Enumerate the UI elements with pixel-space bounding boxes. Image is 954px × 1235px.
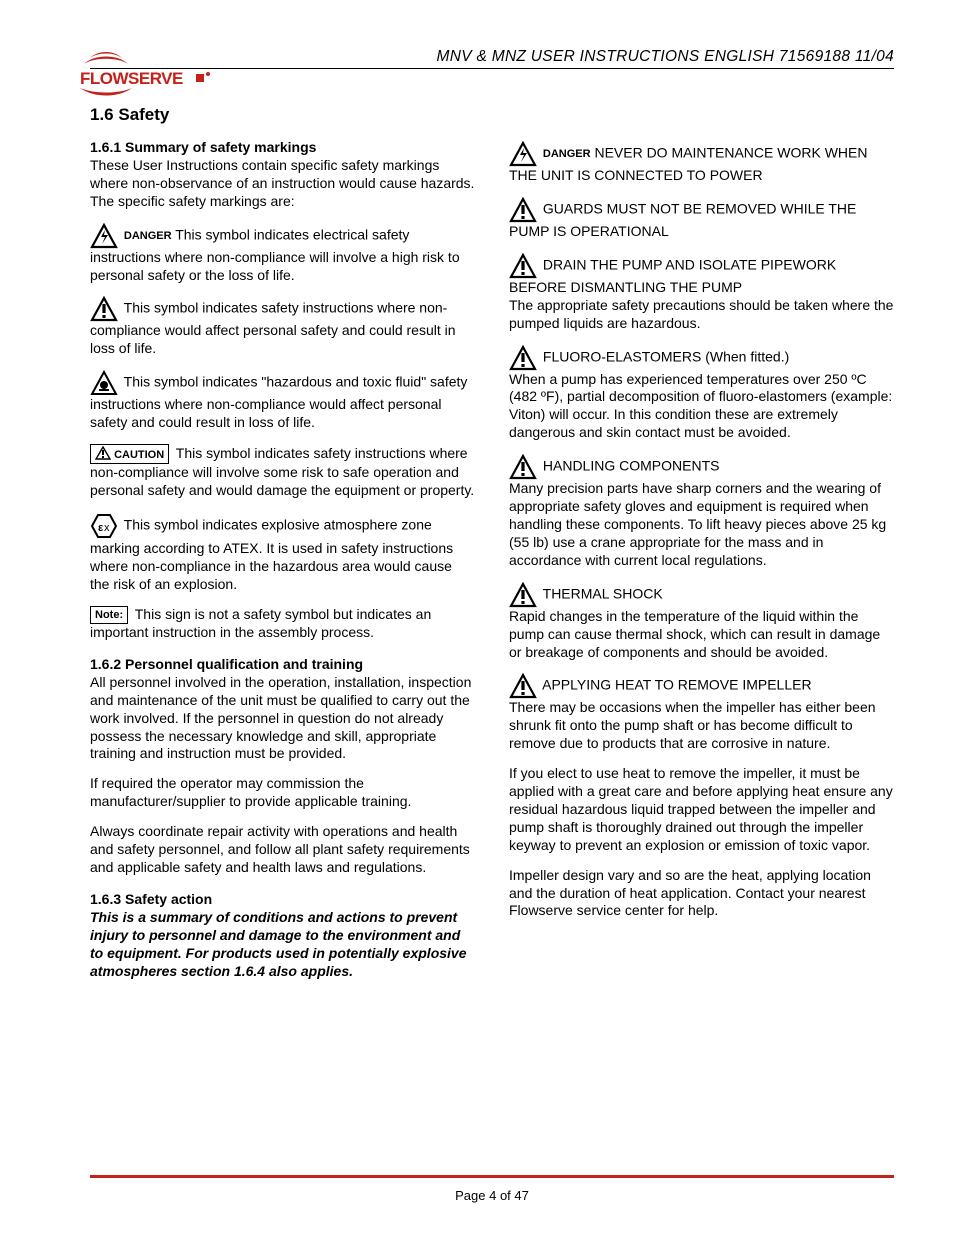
content-columns: 1.6.1 Summary of safety markings These U… xyxy=(90,135,894,992)
heading-1-6-3: 1.6.3 Safety action xyxy=(90,891,475,909)
para-163: This is a summary of conditions and acti… xyxy=(90,909,475,981)
flowserve-logo: FLOWSERVE xyxy=(80,52,220,101)
para-162a: All personnel involved in the operation,… xyxy=(90,674,475,764)
atex-symbol-text: This symbol indicates explosive atmosphe… xyxy=(90,517,453,592)
warning-icon xyxy=(509,582,537,608)
para-162b: If required the operator may commission … xyxy=(90,775,475,811)
warning-icon xyxy=(509,454,537,480)
warning-icon xyxy=(509,345,537,371)
r7h-text: APPLYING HEAT TO REMOVE IMPELLER xyxy=(539,677,812,693)
para-r7a: There may be occasions when the impeller… xyxy=(509,699,894,753)
caution-box: CAUTION xyxy=(90,444,169,464)
para-warning-symbol: This symbol indicates safety instruction… xyxy=(90,296,475,358)
heading-1-6-1: 1.6.1 Summary of safety markings xyxy=(90,139,475,157)
atex-icon xyxy=(90,512,118,540)
para-toxic-symbol: This symbol indicates "hazardous and tox… xyxy=(90,370,475,432)
para-r5h: HANDLING COMPONENTS xyxy=(509,454,894,480)
page-number: Page 4 of 47 xyxy=(455,1188,529,1203)
warning-icon xyxy=(509,197,537,223)
warning-symbol-text: This symbol indicates safety instruction… xyxy=(90,300,456,356)
para-note-symbol: Note: This sign is not a safety symbol b… xyxy=(90,606,475,642)
r6h-text: THERMAL SHOCK xyxy=(539,585,663,601)
para-r4: When a pump has experienced temperatures… xyxy=(509,371,894,443)
para-r6: Rapid changes in the temperature of the … xyxy=(509,608,894,662)
para-atex-symbol: This symbol indicates explosive atmosphe… xyxy=(90,512,475,594)
note-symbol-text: This sign is not a safety symbol but ind… xyxy=(90,606,431,640)
warning-icon xyxy=(90,296,118,322)
para-r7c: Impeller design vary and so are the heat… xyxy=(509,867,894,921)
para-caution-symbol: CAUTION This symbol indicates safety ins… xyxy=(90,444,475,500)
svg-text:FLOWSERVE: FLOWSERVE xyxy=(80,69,183,88)
r3-text: DRAIN THE PUMP AND ISOLATE PIPEWORK BEFO… xyxy=(509,257,836,295)
footer-rule: Page 4 of 47 xyxy=(90,1175,894,1203)
caution-label: CAUTION xyxy=(114,449,164,461)
left-column: 1.6.1 Summary of safety markings These U… xyxy=(90,135,475,992)
right-column: DANGER NEVER DO MAINTENANCE WORK WHEN TH… xyxy=(509,135,894,992)
page-footer: Page 4 of 47 xyxy=(0,1175,954,1203)
para-r3: DRAIN THE PUMP AND ISOLATE PIPEWORK BEFO… xyxy=(509,253,894,297)
toxic-icon xyxy=(90,370,118,396)
para-161-intro: These User Instructions contain specific… xyxy=(90,157,475,211)
danger-label: DANGER xyxy=(543,148,591,160)
para-r2: GUARDS MUST NOT BE REMOVED WHILE THE PUM… xyxy=(509,197,894,241)
r4h-text: FLUORO-ELASTOMERS (When fitted.) xyxy=(539,348,789,364)
danger-icon xyxy=(90,223,118,249)
para-r4h: FLUORO-ELASTOMERS (When fitted.) xyxy=(509,345,894,371)
toxic-symbol-text: This symbol indicates "hazardous and tox… xyxy=(90,374,467,430)
danger-label: DANGER xyxy=(124,230,172,242)
r5h-text: HANDLING COMPONENTS xyxy=(539,458,719,474)
para-r6h: THERMAL SHOCK xyxy=(509,582,894,608)
para-danger-symbol: DANGER This symbol indicates electrical … xyxy=(90,223,475,285)
para-r5: Many precision parts have sharp corners … xyxy=(509,480,894,570)
warning-icon xyxy=(509,673,537,699)
warning-icon xyxy=(509,253,537,279)
para-r7b: If you elect to use heat to remove the i… xyxy=(509,765,894,855)
para-r1: DANGER NEVER DO MAINTENANCE WORK WHEN TH… xyxy=(509,141,894,185)
para-r3b: The appropriate safety precautions shoul… xyxy=(509,297,894,333)
page-header: MNV & MNZ USER INSTRUCTIONS ENGLISH 7156… xyxy=(90,48,894,69)
r2-text: GUARDS MUST NOT BE REMOVED WHILE THE PUM… xyxy=(509,201,856,239)
section-title: 1.6 Safety xyxy=(90,105,894,125)
para-r7h: APPLYING HEAT TO REMOVE IMPELLER xyxy=(509,673,894,699)
heading-1-6-2: 1.6.2 Personnel qualification and traini… xyxy=(90,656,475,674)
danger-icon xyxy=(509,141,537,167)
para-162c: Always coordinate repair activity with o… xyxy=(90,823,475,877)
header-text: MNV & MNZ USER INSTRUCTIONS ENGLISH 7156… xyxy=(437,48,894,66)
note-box: Note: xyxy=(90,606,128,624)
